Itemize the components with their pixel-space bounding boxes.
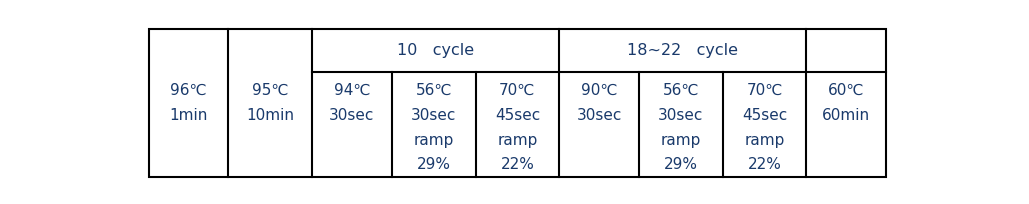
Text: 95℃: 95℃ <box>252 83 288 98</box>
Text: 22%: 22% <box>748 157 782 172</box>
Text: 70℃: 70℃ <box>746 83 783 98</box>
Text: 94℃: 94℃ <box>333 83 370 98</box>
Text: 30sec: 30sec <box>576 108 622 123</box>
Text: 90℃: 90℃ <box>581 83 617 98</box>
Text: 10min: 10min <box>246 108 294 123</box>
Text: 96℃: 96℃ <box>170 83 207 98</box>
Text: 60min: 60min <box>822 108 871 123</box>
Text: 18~22   cycle: 18~22 cycle <box>628 43 739 58</box>
Text: 30sec: 30sec <box>411 108 456 123</box>
Text: 60℃: 60℃ <box>828 83 864 98</box>
Text: 70℃: 70℃ <box>499 83 535 98</box>
Text: 45sec: 45sec <box>495 108 540 123</box>
Text: ramp: ramp <box>414 133 454 147</box>
Text: 30sec: 30sec <box>659 108 704 123</box>
Text: ramp: ramp <box>744 133 785 147</box>
Text: 22%: 22% <box>500 157 534 172</box>
Text: 29%: 29% <box>664 157 698 172</box>
Text: ramp: ramp <box>661 133 701 147</box>
Text: 45sec: 45sec <box>742 108 787 123</box>
Text: 56℃: 56℃ <box>416 83 452 98</box>
Text: 29%: 29% <box>417 157 451 172</box>
Text: 56℃: 56℃ <box>663 83 699 98</box>
Text: 1min: 1min <box>169 108 208 123</box>
Text: ramp: ramp <box>497 133 537 147</box>
Text: 10   cycle: 10 cycle <box>397 43 474 58</box>
Text: 30sec: 30sec <box>329 108 375 123</box>
